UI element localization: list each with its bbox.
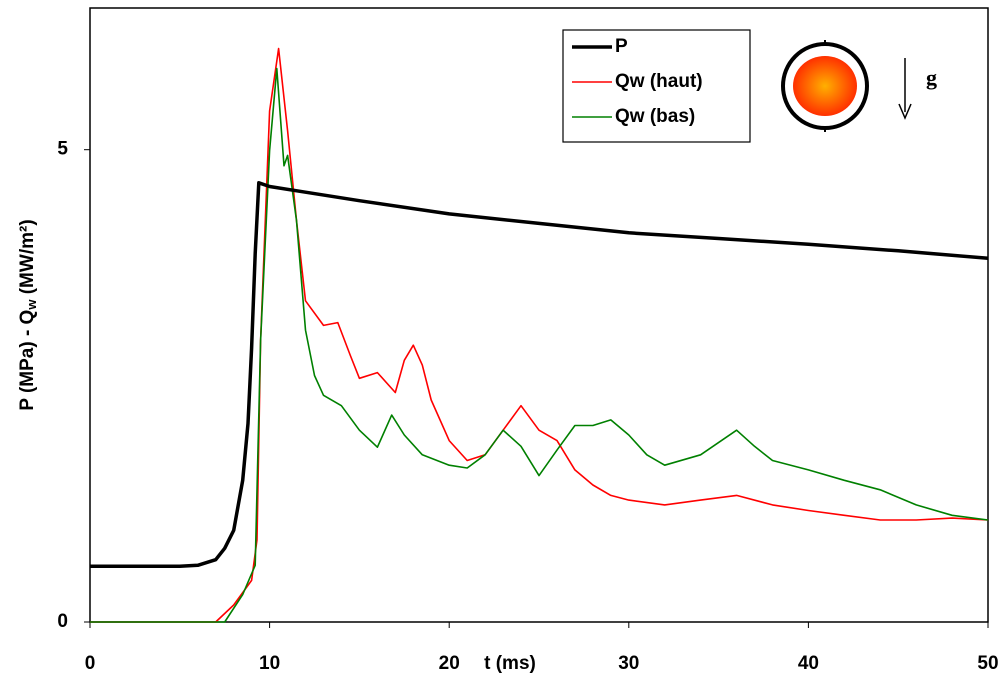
y-label-part: (MW/m²) <box>17 219 38 299</box>
legend-label: P <box>615 36 628 57</box>
series-line <box>90 67 989 623</box>
x-axis-label: t (ms) <box>484 653 536 674</box>
y-tick-label: 0 <box>57 611 68 632</box>
y-tick-label: 5 <box>57 139 68 160</box>
gravity-label: g <box>926 65 937 90</box>
y-label-part: P (MPa) - Q <box>17 310 38 411</box>
x-tick-label: 10 <box>259 653 280 674</box>
legend-label: Qw (bas) <box>615 106 695 127</box>
icon: g <box>781 40 937 132</box>
gravity-arrowhead <box>898 103 912 120</box>
legend-label: Qw (haut) <box>615 71 703 92</box>
y-label-sub: w <box>24 299 39 311</box>
icon-core <box>793 56 857 116</box>
x-tick-label: 40 <box>798 653 819 674</box>
y-axis-label: P (MPa) - Qw (MW/m²) <box>17 219 39 410</box>
x-tick-label: 30 <box>618 653 639 674</box>
series-line <box>90 47 989 623</box>
x-tick-label: 50 <box>977 653 998 674</box>
series-line <box>90 181 989 569</box>
plot-frame <box>89 7 989 623</box>
x-tick-label: 0 <box>85 653 96 674</box>
x-tick-label: 20 <box>439 653 460 674</box>
legend: P Qw (haut) Qw (bas) <box>562 29 751 143</box>
